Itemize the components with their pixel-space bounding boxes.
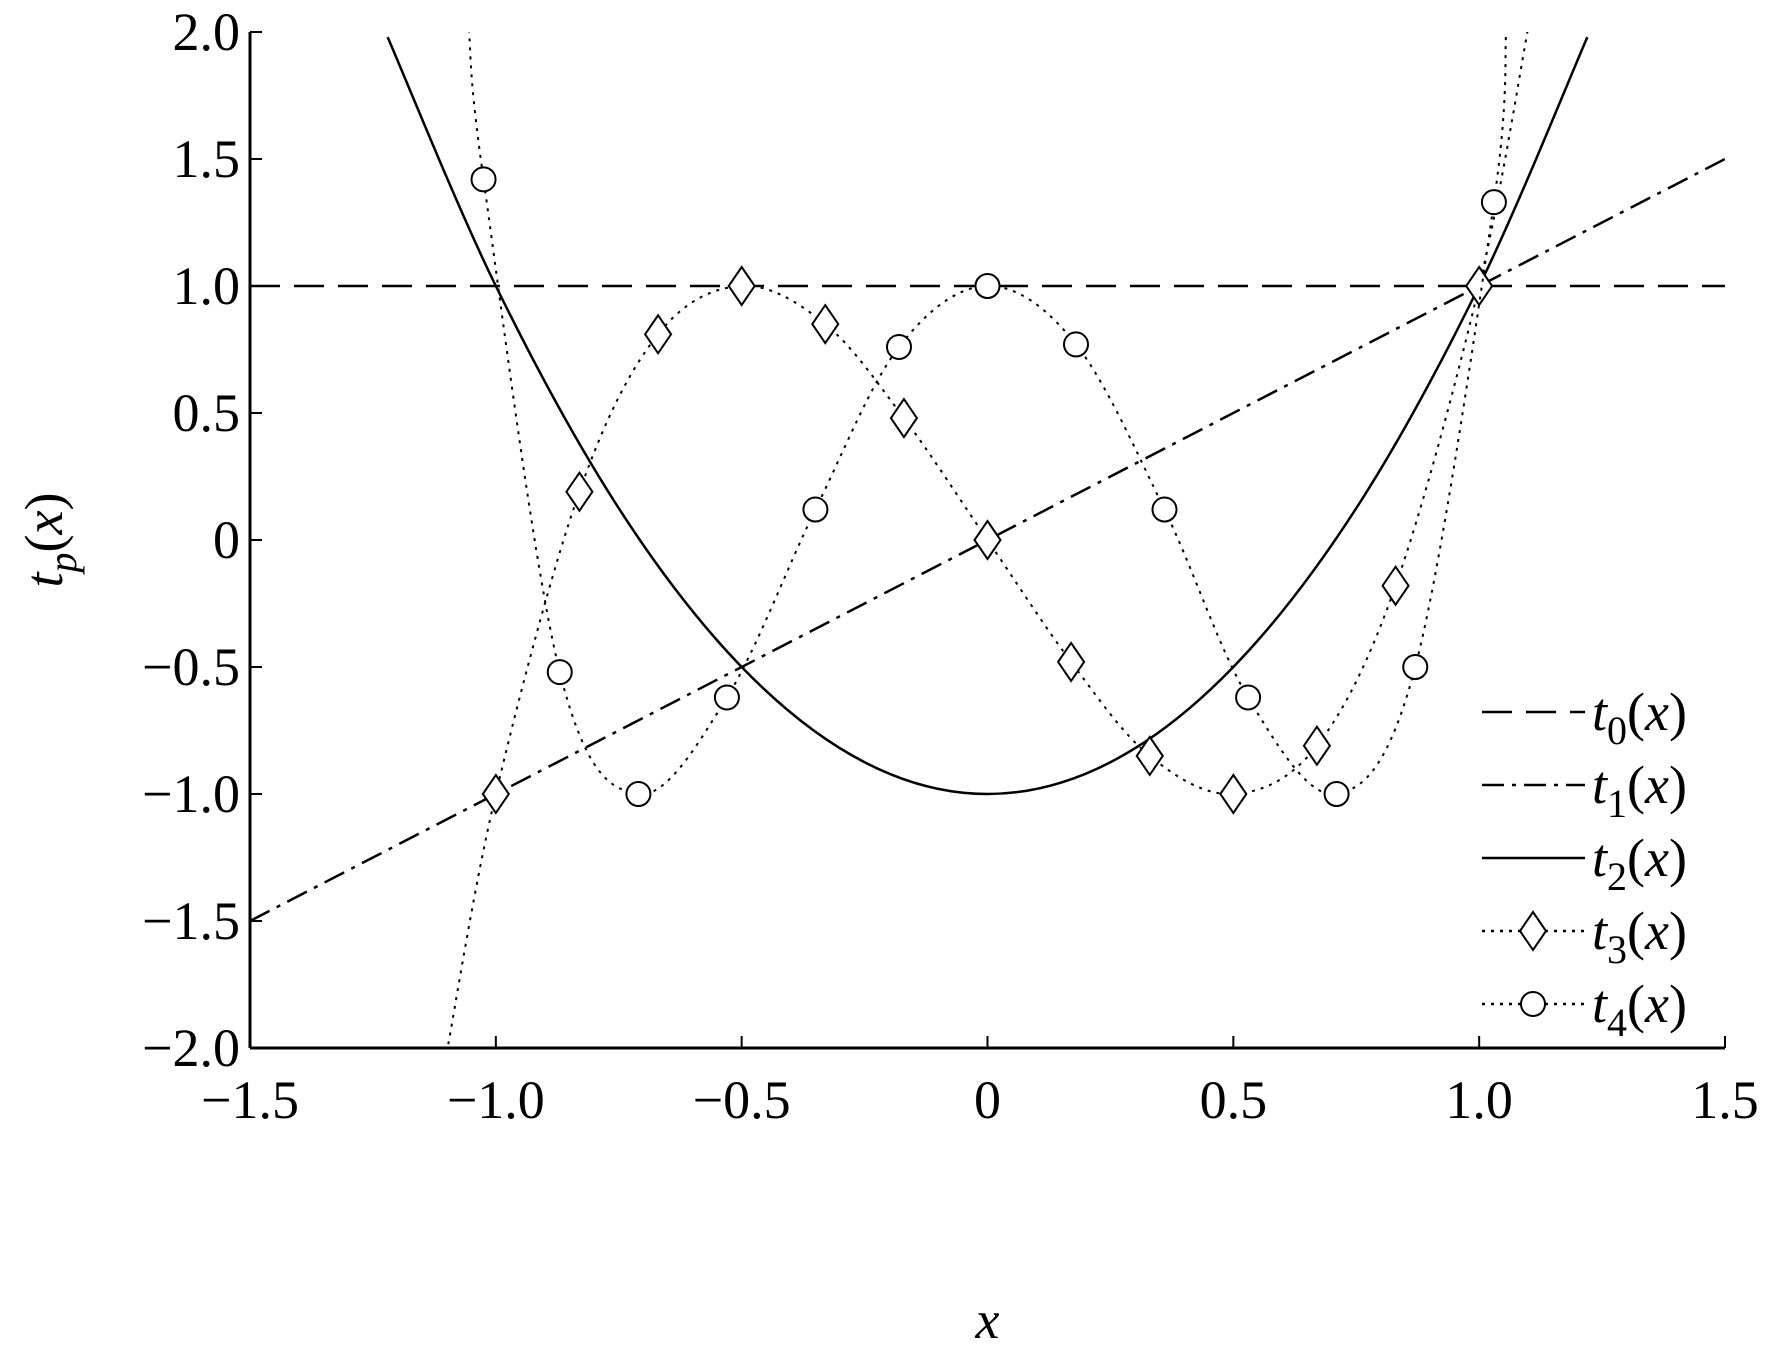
series-line xyxy=(468,32,1508,796)
x-tick-label: −1.5 xyxy=(201,1070,299,1130)
marker-circle xyxy=(1402,654,1429,680)
legend-label: t0(x) xyxy=(1592,682,1687,753)
y-axis-label: tp(x) xyxy=(14,493,85,588)
y-tick-label: −1.5 xyxy=(142,891,240,951)
marker-circle xyxy=(1151,496,1178,523)
marker-diamond xyxy=(1056,641,1086,683)
marker-diamond xyxy=(643,313,673,356)
marker-circle xyxy=(1480,189,1507,216)
legend-label: t1(x) xyxy=(1592,755,1687,826)
marker-diamond xyxy=(973,519,1002,561)
y-tick-label: −1.0 xyxy=(142,764,240,824)
marker-diamond xyxy=(1518,910,1548,952)
marker-diamond xyxy=(1464,265,1494,307)
marker-circle xyxy=(1063,331,1089,358)
marker-diamond xyxy=(1381,564,1410,607)
marker-circle xyxy=(625,781,652,807)
marker-diamond xyxy=(811,303,840,345)
marker-circle xyxy=(713,684,740,711)
marker-circle xyxy=(546,659,573,686)
x-tick-label: 0 xyxy=(974,1070,1001,1130)
x-tick-label: 0.5 xyxy=(1200,1070,1268,1130)
marker-circle xyxy=(1323,781,1350,807)
y-tick-label: 2.0 xyxy=(173,2,241,62)
series-line xyxy=(386,36,1589,796)
marker-diamond xyxy=(481,773,511,815)
y-tick-label: −0.5 xyxy=(142,637,240,697)
marker-circle xyxy=(974,273,1001,299)
legend-label: t3(x) xyxy=(1592,901,1687,972)
x-tick-label: 1.0 xyxy=(1445,1070,1513,1130)
x-tick-label: 1.5 xyxy=(1691,1070,1759,1130)
marker-circle xyxy=(802,496,829,523)
plot-area xyxy=(250,32,1725,1048)
marker-diamond xyxy=(565,470,594,513)
x-tick-label: −0.5 xyxy=(693,1070,791,1130)
marker-circle xyxy=(1520,991,1546,1017)
y-tick-label: 1.5 xyxy=(173,129,241,189)
y-tick-label: 1.0 xyxy=(173,256,241,316)
marker-diamond xyxy=(889,397,919,439)
marker-diamond xyxy=(1219,773,1248,815)
legend-label: t2(x) xyxy=(1592,828,1687,899)
marker-circle xyxy=(886,333,912,360)
legend-label: t4(x) xyxy=(1592,974,1687,1045)
y-tick-label: −2.0 xyxy=(142,1018,240,1078)
marker-diamond xyxy=(727,265,756,307)
marker-diamond xyxy=(1302,724,1332,767)
marker-circle xyxy=(1235,684,1262,711)
marker-diamond xyxy=(1135,735,1164,777)
x-axis-label: x xyxy=(975,1290,1000,1350)
x-tick-label: −1.0 xyxy=(447,1070,545,1130)
marker-circle xyxy=(470,166,497,193)
y-tick-label: 0.5 xyxy=(173,383,241,443)
y-tick-label: 0 xyxy=(213,510,240,570)
